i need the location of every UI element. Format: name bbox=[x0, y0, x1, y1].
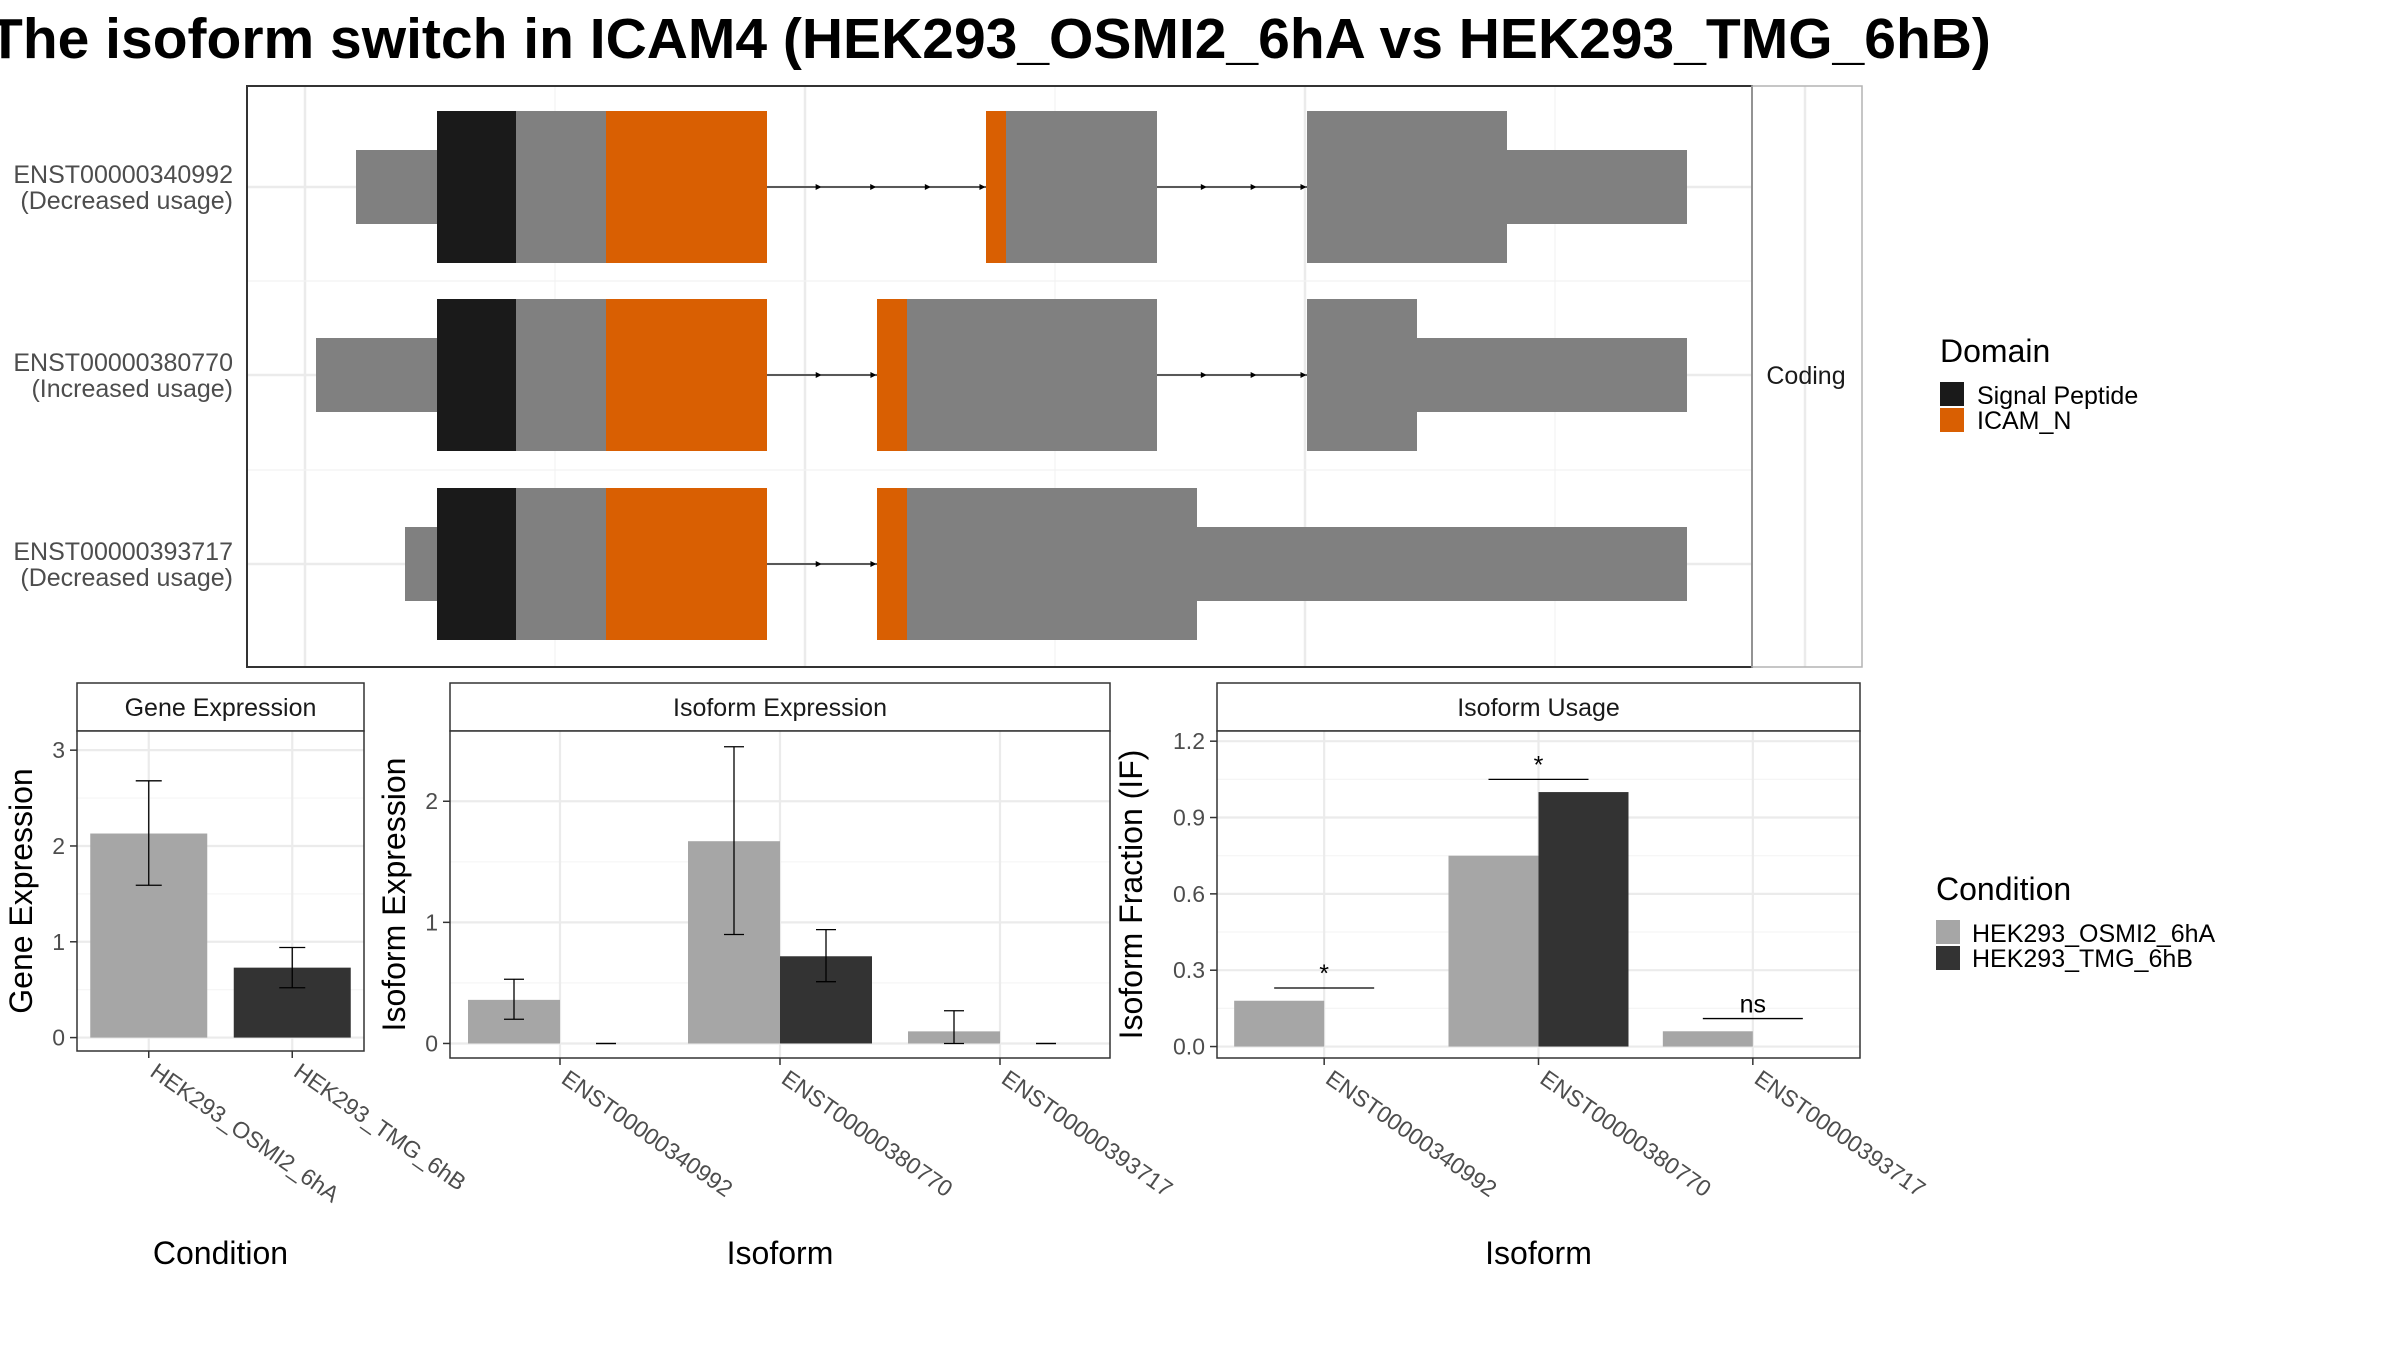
condition-legend-title: Condition bbox=[1936, 871, 2071, 907]
x-tick-label: ENST00000380770 bbox=[1536, 1065, 1716, 1202]
isoform-expression-panel: Isoform Expression 0 1 2 ENST00000340992 ENST… bbox=[376, 682, 1178, 1271]
isoform-id-label: ENST00000340992 bbox=[13, 161, 233, 189]
exon-segment bbox=[516, 111, 606, 263]
isoform-usage-label: (Decreased usage) bbox=[20, 187, 233, 215]
transcript-structure-panel: ENST00000340992(Decreased usage)ENST0000… bbox=[13, 85, 1863, 668]
exon-segment bbox=[1197, 527, 1687, 601]
exon-segment bbox=[1307, 111, 1507, 263]
y-tick-label: 0 bbox=[425, 1030, 438, 1056]
signal-peptide-segment bbox=[437, 111, 516, 263]
y-tick-label: 0 bbox=[52, 1025, 65, 1051]
intron-arrow bbox=[979, 184, 986, 190]
signal-peptide-segment bbox=[437, 299, 516, 451]
panel-strip-title: Gene Expression bbox=[125, 694, 317, 722]
panel-strip-title: Isoform Expression bbox=[673, 694, 887, 722]
x-tick-label: ENST00000340992 bbox=[1321, 1065, 1501, 1202]
legend-label-icam-n: ICAM_N bbox=[1977, 407, 2071, 435]
panel-border bbox=[76, 730, 365, 1052]
significance-label: * bbox=[1319, 960, 1329, 988]
x-axis-title: Isoform bbox=[727, 1235, 834, 1271]
exon-segment bbox=[516, 299, 606, 451]
y-axis-title: Isoform Fraction (IF) bbox=[1113, 750, 1149, 1040]
bar-cond1 bbox=[1234, 1000, 1325, 1047]
panel-strip-title: Isoform Usage bbox=[1457, 694, 1620, 722]
legend-swatch-icam-n bbox=[1940, 408, 1964, 432]
y-tick-label: 3 bbox=[52, 737, 65, 763]
intron-arrow bbox=[815, 184, 822, 190]
y-tick-label: 1.2 bbox=[1173, 728, 1205, 754]
significance-label: ns bbox=[1740, 991, 1766, 1019]
y-axis-title: Gene Expression bbox=[3, 768, 39, 1013]
bar-cond1 bbox=[1448, 855, 1539, 1047]
bar-cond1 bbox=[1662, 1031, 1753, 1047]
domain-legend: Domain Signal Peptide ICAM_N bbox=[1940, 333, 2138, 435]
y-tick-label: 0.6 bbox=[1173, 881, 1205, 907]
isoform-usage-label: (Decreased usage) bbox=[20, 564, 233, 592]
icam-n-domain-segment bbox=[606, 111, 767, 263]
legend-swatch-tmg bbox=[1936, 946, 1960, 970]
exon-segment bbox=[1507, 150, 1687, 224]
exon-segment bbox=[1006, 111, 1157, 263]
figure-title: The isoform switch in ICAM4 (HEK293_OSMI… bbox=[0, 7, 1991, 71]
intron-arrow bbox=[1300, 372, 1307, 378]
isoform-id-label: ENST00000393717 bbox=[13, 538, 233, 566]
intron-arrow bbox=[1200, 372, 1207, 378]
intron-arrow bbox=[870, 184, 877, 190]
exon-segment bbox=[516, 488, 606, 640]
x-axis-title: Condition bbox=[153, 1235, 288, 1271]
exon-segment bbox=[907, 299, 1157, 451]
signal-peptide-segment bbox=[437, 488, 516, 640]
intron-arrow bbox=[1250, 372, 1257, 378]
y-tick-label: 2 bbox=[425, 788, 438, 814]
icam-n-domain-segment bbox=[986, 111, 1006, 263]
structure-facet-strip bbox=[1751, 85, 1863, 668]
domain-legend-title: Domain bbox=[1940, 333, 2050, 369]
y-tick-label: 0.0 bbox=[1173, 1034, 1205, 1060]
panel-strip bbox=[1216, 682, 1861, 732]
intron-arrow bbox=[1250, 184, 1257, 190]
y-tick-label: 1 bbox=[52, 929, 65, 955]
exon-segment bbox=[907, 488, 1197, 640]
intron-arrow bbox=[1200, 184, 1207, 190]
y-axis-title: Isoform Expression bbox=[376, 758, 412, 1032]
x-tick-label: ENST00000380770 bbox=[777, 1065, 957, 1202]
intron-arrow bbox=[924, 184, 931, 190]
exon-segment bbox=[1307, 299, 1417, 451]
exon-segment bbox=[356, 150, 437, 224]
legend-swatch-signal-peptide bbox=[1940, 382, 1964, 406]
y-tick-label: 1 bbox=[425, 909, 438, 935]
bar-cond2 bbox=[1538, 792, 1629, 1047]
y-tick-label: 0.3 bbox=[1173, 957, 1205, 983]
exon-segment bbox=[316, 338, 437, 412]
exon-segment bbox=[1417, 338, 1687, 412]
intron-arrow bbox=[870, 561, 877, 567]
icam-n-domain-segment bbox=[877, 488, 907, 640]
y-tick-label: 0.9 bbox=[1173, 805, 1205, 831]
significance-label: * bbox=[1534, 751, 1544, 779]
legend-label-tmg: HEK293_TMG_6hB bbox=[1972, 945, 2193, 973]
intron-arrow bbox=[815, 372, 822, 378]
intron-arrow bbox=[870, 372, 877, 378]
icam-n-domain-segment bbox=[877, 299, 907, 451]
structure-facet-label: Coding bbox=[1766, 362, 1845, 390]
legend-swatch-osmi2 bbox=[1936, 920, 1960, 944]
exon-segment bbox=[405, 527, 437, 601]
icam-n-domain-segment bbox=[606, 488, 767, 640]
isoform-usage-label: (Increased usage) bbox=[31, 375, 233, 403]
panel-strip bbox=[449, 682, 1111, 732]
x-tick-label: ENST00000340992 bbox=[557, 1065, 737, 1202]
icam-n-domain-segment bbox=[606, 299, 767, 451]
isoform-usage-panel: Isoform Usage 0.0 0.3 0.6 0.9 1.2 * * ns ENST0000… bbox=[1113, 682, 1930, 1271]
y-tick-label: 2 bbox=[52, 833, 65, 859]
condition-legend: Condition HEK293_OSMI2_6hA HEK293_TMG_6h… bbox=[1936, 871, 2216, 973]
x-tick-label: ENST00000393717 bbox=[1750, 1065, 1930, 1202]
legend-label-signal-peptide: Signal Peptide bbox=[1977, 382, 2138, 410]
x-tick-label: ENST00000393717 bbox=[997, 1065, 1177, 1202]
isoform-id-label: ENST00000380770 bbox=[13, 349, 233, 377]
intron-arrow bbox=[1300, 184, 1307, 190]
x-axis-title: Isoform bbox=[1485, 1235, 1592, 1271]
intron-arrow bbox=[815, 561, 822, 567]
legend-label-osmi2: HEK293_OSMI2_6hA bbox=[1972, 920, 2216, 948]
